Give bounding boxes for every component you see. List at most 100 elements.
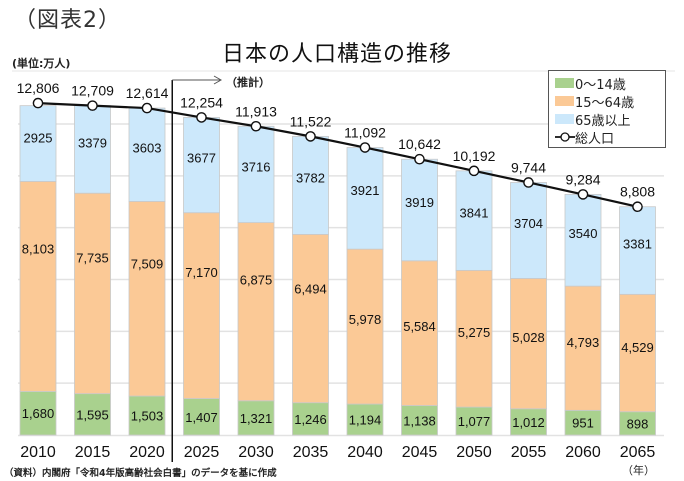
legend-item-age-15-64: 15～64歳 (555, 92, 665, 111)
legend-item-total: 総人口 (555, 128, 665, 147)
data-label-total: 11,522 (290, 113, 332, 129)
data-label-total: 12,254 (180, 94, 223, 110)
x-tick-label: 2035 (293, 444, 329, 461)
x-tick-label: 2025 (184, 444, 220, 461)
bar-segment-age-15-64 (619, 293, 656, 413)
data-label-total: 11,913 (235, 103, 277, 119)
data-label-age-65-plus: 3677 (187, 150, 216, 165)
bar-segment-age-65-plus (564, 193, 602, 287)
x-tick-label: 2045 (402, 444, 438, 461)
data-labels: 1,680 8,103 2925 1,595 7,735 3379 1,503 7,509 36… (17, 80, 656, 431)
x-tick-label: 2065 (620, 444, 656, 461)
total-population-marker (250, 120, 262, 132)
data-label-age-65-plus: 3782 (296, 171, 325, 186)
data-label-age-0-14: 898 (627, 416, 649, 431)
bar-segment-age-0-14 (564, 409, 602, 436)
data-label-total: 9,284 (565, 171, 600, 187)
bar-segment-age-65-plus (19, 105, 57, 182)
data-label-age-15-64: 4,529 (621, 340, 654, 355)
data-label-age-15-64: 6,875 (240, 273, 273, 288)
data-label-age-65-plus: 3381 (623, 237, 652, 252)
data-label-age-0-14: 1,246 (294, 412, 327, 427)
data-label-age-15-64: 5,978 (349, 312, 382, 327)
total-population-marker (632, 201, 643, 213)
data-label-age-0-14: 1,012 (512, 415, 545, 430)
data-label-age-65-plus: 3921 (351, 183, 380, 198)
total-population-marker (305, 131, 316, 142)
arrow-right-icon (213, 75, 223, 85)
total-population-marker (141, 102, 153, 114)
data-label-age-15-64: 5,275 (458, 325, 491, 340)
bar-segment-age-15-64 (564, 285, 602, 411)
bar-segment-age-65-plus (346, 147, 384, 250)
bar-segment-age-0-14 (74, 393, 111, 436)
x-tick-label: 2015 (75, 444, 111, 461)
legend-label: 0～14歳 (575, 77, 626, 93)
data-label-total: 12,709 (71, 83, 114, 99)
data-label-total: 12,614 (126, 85, 169, 101)
total-population-marker (577, 189, 589, 200)
x-tick-label: 2060 (565, 444, 601, 461)
total-population-marker (32, 97, 44, 109)
data-label-age-15-64: 5,584 (403, 319, 436, 334)
data-label-age-0-14: 1,595 (76, 407, 109, 422)
data-label-age-0-14: 1,138 (403, 413, 436, 428)
total-population-marker (414, 153, 425, 165)
data-label-age-0-14: 951 (572, 416, 594, 431)
data-label-total: 8,808 (620, 184, 655, 200)
data-label-age-15-64: 8,103 (22, 242, 55, 257)
x-axis: 2010 2015 2020 2025 2030 2035 2040 2045 2050 2055… (20, 444, 655, 461)
bar-segment-age-15-64 (19, 181, 57, 392)
x-tick-label: 2020 (129, 444, 165, 461)
bar-segment-age-0-14 (401, 405, 438, 436)
data-label-age-0-14: 1,680 (22, 406, 55, 421)
bar-segment-age-65-plus (183, 117, 220, 214)
data-label-age-65-plus: 3841 (460, 206, 489, 221)
total-population-line (32, 97, 643, 213)
data-label-age-0-14: 1,077 (458, 414, 491, 429)
bar-segment-age-0-14 (128, 395, 166, 436)
total-population-marker (359, 142, 371, 153)
bar-segment-age-65-plus (619, 206, 656, 295)
line-marker-icon (555, 132, 575, 142)
x-tick-label: 2055 (511, 444, 547, 461)
bar-segment-age-65-plus (74, 105, 111, 194)
projection-label: （推計） (226, 76, 270, 89)
data-label-age-65-plus: 3716 (242, 160, 271, 175)
data-label-age-0-14: 1,503 (131, 409, 164, 424)
x-tick-label: 2040 (347, 444, 383, 461)
legend-label: 15～64歳 (575, 95, 635, 111)
data-label-age-65-plus: 3704 (514, 216, 543, 231)
data-label-total: 9,744 (511, 159, 546, 175)
x-tick-label: 2030 (238, 444, 274, 461)
legend-label: 総人口 (575, 131, 615, 147)
x-axis-unit: （年） (622, 464, 655, 477)
source-note: （資料）内閣府「令和4年版高齢社会白書」のデータを基に作成 (4, 468, 277, 479)
x-tick-label: 2010 (20, 444, 56, 461)
bar-segment-age-15-64 (237, 222, 275, 402)
data-label-age-65-plus: 3919 (405, 195, 434, 210)
data-label-age-0-14: 1,321 (240, 411, 273, 426)
unit-label: (単位:万人) (12, 57, 71, 70)
legend-swatch-age-0-14 (555, 78, 574, 88)
bar-segment-age-15-64 (74, 192, 111, 395)
data-label-age-15-64: 4,793 (567, 335, 600, 350)
data-label-age-65-plus: 3379 (78, 135, 107, 150)
chart-title: 日本の人口構造の推移 (222, 42, 453, 67)
legend-item-age-65-plus: 65歳以上 (555, 110, 665, 129)
data-label-age-15-64: 6,494 (294, 281, 327, 296)
data-label-age-15-64: 7,170 (185, 265, 218, 280)
bar-segment-age-65-plus (401, 158, 438, 262)
total-population-marker (523, 177, 534, 188)
data-label-age-65-plus: 3540 (569, 226, 598, 241)
bar-segment-age-0-14 (455, 406, 493, 436)
data-label-age-0-14: 1,194 (349, 413, 382, 428)
figure-label: （図表2） (14, 8, 121, 33)
legend-item-age-0-14: 0～14歳 (555, 74, 665, 93)
bar-segment-age-0-14 (19, 391, 57, 436)
data-label-age-15-64: 5,028 (512, 330, 545, 345)
bar-segment-age-15-64 (455, 269, 493, 408)
legend-label: 65歳以上 (575, 113, 631, 129)
data-label-total: 12,806 (17, 80, 60, 96)
